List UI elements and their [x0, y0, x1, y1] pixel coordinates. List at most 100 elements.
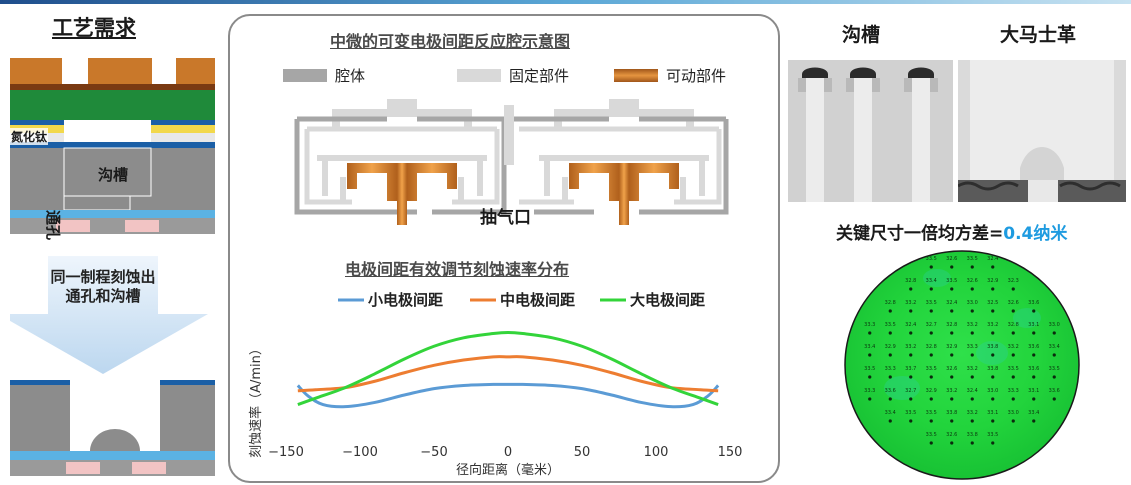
wafer-site-value: 33.1: [987, 410, 998, 416]
wafer-site-dot: [970, 287, 974, 291]
wafer-site-value: 32.8: [885, 300, 896, 306]
process-requirement-title: 工艺需求: [52, 16, 136, 40]
wafer-site-dot: [950, 419, 954, 423]
chamber-left: [294, 99, 507, 225]
organic-layer: [10, 90, 215, 120]
schematic-title: 中微的可变电极间距反应腔示意图: [330, 32, 571, 51]
wafer-site-dot: [970, 331, 974, 335]
wafer-site-value: 32.9: [885, 344, 896, 350]
chart-lines: [296, 330, 720, 409]
wafer-site-dot: [1011, 287, 1015, 291]
wafer-map: 33.5 32.6 33.5 32.4 32.8 33.4 33.5 32.6 32.9 32.3…: [844, 250, 1080, 480]
wafer-site-value: 33.2: [967, 410, 978, 416]
legend-label: 固定部件: [509, 67, 570, 85]
etch-stop-layer: [10, 451, 215, 460]
chamber-schematic: [294, 99, 729, 225]
wafer-site-value: 33.5: [864, 366, 875, 372]
x-tick-label: −100: [342, 445, 378, 460]
wafer-site-dot: [950, 375, 954, 379]
wafer-site-dot: [991, 419, 995, 423]
wafer-site-dot: [1032, 419, 1036, 423]
wafer-site-value: 32.4: [967, 388, 978, 394]
wafer-site-dot: [909, 397, 913, 401]
wafer-site-dot: [1011, 375, 1015, 379]
wafer-site-dot: [929, 331, 933, 335]
pump-port-label: 抽气口: [480, 208, 531, 228]
wafer-site-value: 33.6: [1028, 344, 1039, 350]
wafer-site-dot: [950, 441, 954, 445]
wafer-site-dot: [1032, 309, 1036, 313]
legend-item-chamber: 腔体: [283, 65, 365, 86]
wafer-site-dot: [929, 353, 933, 357]
wafer-site-value: 32.7: [926, 322, 937, 328]
wafer-site-value: 33.8: [987, 344, 998, 350]
legend-label: 中电极间距: [500, 291, 575, 309]
wafer-site-value: 33.3: [1008, 388, 1019, 394]
blue-layer: [10, 120, 64, 125]
legend-swatch: [457, 69, 501, 82]
wafer-site-dot: [1011, 353, 1015, 357]
mask-block: [88, 58, 152, 84]
wafer-site-dot: [868, 397, 872, 401]
wafer-site-value: 33.1: [1028, 388, 1039, 394]
cross-section-before: [10, 58, 215, 234]
opening: [70, 380, 160, 385]
dielectric-right: [160, 385, 215, 451]
chart-x-ticks: −150 −100 −50 0 50 100 150: [268, 445, 742, 460]
wafer-site-value: 33.6: [1049, 388, 1060, 394]
wafer-site-value: 33.0: [1049, 322, 1060, 328]
wafer-site-dot: [888, 309, 892, 313]
x-tick-label: 0: [504, 445, 512, 460]
wafer-site-value: 32.7: [905, 388, 916, 394]
trench-label: 沟槽: [98, 166, 129, 184]
wafer-sites: 33.5 32.6 33.5 32.4 32.8 33.4 33.5 32.6 32.9 32.3…: [864, 256, 1060, 445]
mask-block: [176, 58, 215, 84]
legend-item-fixed: 固定部件: [457, 65, 569, 86]
wafer-site-dot: [991, 309, 995, 313]
wafer-site-value: 33.2: [946, 388, 957, 394]
wafer-site-value: 33.2: [905, 300, 916, 306]
wafer-site-dot: [1032, 375, 1036, 379]
wafer-site-dot: [888, 397, 892, 401]
cap-layer: [10, 142, 215, 148]
wafer-site-value: 32.5: [987, 300, 998, 306]
wafer-site-value: 33.2: [987, 322, 998, 328]
bottom-layer: [10, 460, 215, 476]
x-tick-label: 50: [574, 445, 591, 460]
wafer-disc: [844, 250, 1080, 480]
wafer-site-dot: [929, 441, 933, 445]
legend-label: 小电极间距: [368, 291, 443, 309]
wafer-site-dot: [970, 309, 974, 313]
wafer-site-dot: [950, 309, 954, 313]
wafer-site-value: 33.5: [1049, 366, 1060, 372]
wafer-site-value: 32.9: [926, 388, 937, 394]
wafer-site-value: 33.7: [905, 366, 916, 372]
wafer-site-value: 32.9: [987, 278, 998, 284]
top-accent-bar: [0, 0, 1131, 4]
wafer-site-dot: [1052, 397, 1056, 401]
wafer-site-value: 33.2: [1008, 344, 1019, 350]
wafer-site-value: 33.2: [967, 322, 978, 328]
tin-layer: [151, 125, 215, 133]
wafer-site-value: 33.5: [926, 410, 937, 416]
wafer-site-value: 32.8: [946, 322, 957, 328]
wafer-site-value: 33.4: [926, 278, 937, 284]
wafer-site-value: 33.5: [926, 256, 937, 262]
wafer-site-dot: [991, 441, 995, 445]
wafer-site-dot: [909, 375, 913, 379]
wafer-site-value: 33.5: [926, 300, 937, 306]
blue-layer: [151, 120, 215, 125]
wafer-site-value: 33.6: [1028, 300, 1039, 306]
mask-block: [10, 58, 62, 84]
tin-label: 氮化钛: [10, 128, 49, 145]
wafer-site-dot: [970, 265, 974, 269]
wafer-site-dot: [929, 419, 933, 423]
bottom-layer: [10, 218, 215, 234]
wafer-site-dot: [1052, 375, 1056, 379]
wafer-site-dot: [1011, 331, 1015, 335]
wafer-site-dot: [991, 331, 995, 335]
x-tick-label: −50: [420, 445, 447, 460]
wafer-site-dot: [888, 353, 892, 357]
wafer-site-value: 32.6: [967, 278, 978, 284]
wafer-site-dot: [991, 397, 995, 401]
